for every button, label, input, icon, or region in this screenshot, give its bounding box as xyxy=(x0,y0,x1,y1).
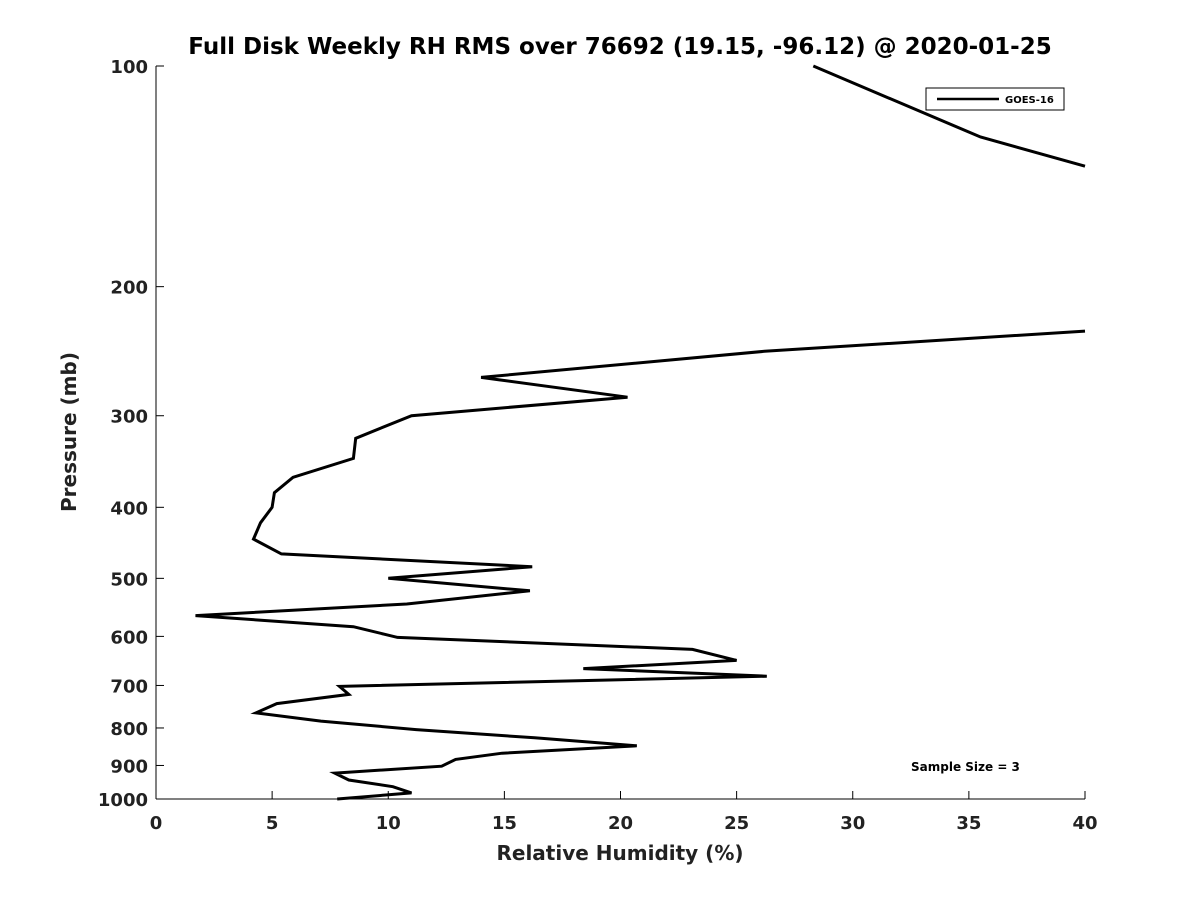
x-tick-label: 30 xyxy=(840,813,865,834)
y-tick-label: 700 xyxy=(110,676,148,697)
y-tick-label: 400 xyxy=(110,498,148,519)
y-tick-label: 500 xyxy=(110,569,148,590)
sample-size-annotation: Sample Size = 3 xyxy=(911,760,1020,774)
x-axis-label: Relative Humidity (%) xyxy=(496,841,743,865)
x-axis-ticks: 0 5 10 15 20 25 30 35 40 xyxy=(150,791,1098,834)
x-tick-label: 20 xyxy=(608,813,633,834)
y-tick-label: 800 xyxy=(110,719,148,740)
y-tick-label: 1000 xyxy=(98,790,148,811)
x-tick-label: 40 xyxy=(1072,813,1097,834)
series-line-goes16 xyxy=(195,64,1086,801)
x-tick-label: 0 xyxy=(150,813,163,834)
series-layer xyxy=(195,64,1086,801)
y-tick-label: 200 xyxy=(110,278,148,299)
x-tick-label: 35 xyxy=(956,813,981,834)
y-axis-label: Pressure (mb) xyxy=(57,352,81,512)
x-tick-label: 25 xyxy=(724,813,749,834)
x-tick-label: 10 xyxy=(376,813,401,834)
y-axis-ticks: 100 200 300 400 500 600 700 800 900 1000 xyxy=(98,57,164,811)
y-tick-label: 100 xyxy=(110,57,148,78)
y-tick-label: 900 xyxy=(110,756,148,777)
plot-area xyxy=(155,66,1085,800)
y-tick-label: 300 xyxy=(110,407,148,428)
x-tick-label: 15 xyxy=(492,813,517,834)
chart-title: Full Disk Weekly RH RMS over 76692 (19.1… xyxy=(188,34,1051,60)
legend: GOES-16 xyxy=(925,87,1065,111)
x-tick-label: 5 xyxy=(266,813,279,834)
y-tick-label: 600 xyxy=(110,627,148,648)
legend-label-goes16: GOES-16 xyxy=(1005,95,1054,106)
